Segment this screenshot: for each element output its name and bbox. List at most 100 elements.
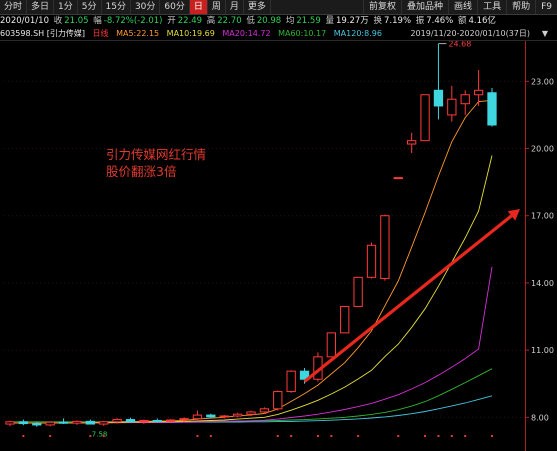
- candle-body: [407, 140, 417, 145]
- kline-chart[interactable]: 8.00 11.00 14.00 17.00 20.00 23.00 24.68 7.58: [0, 41, 557, 451]
- candle-body: [5, 421, 15, 425]
- toolbar-action-5[interactable]: F9: [535, 0, 557, 14]
- annotation-text: 引力传媒网红行情 股价翻涨3倍: [106, 146, 206, 180]
- period-tab-2[interactable]: 1分: [54, 0, 78, 14]
- period-tab-7[interactable]: 日: [189, 0, 208, 14]
- toolbar-action-2[interactable]: 画线: [448, 0, 477, 14]
- period-tab-0[interactable]: 分时: [0, 0, 28, 14]
- high-value: 22.70: [217, 16, 242, 26]
- signal-mark: [209, 435, 212, 437]
- toolbar-action-3[interactable]: 工具: [477, 0, 506, 14]
- ma120-label: MA120:8.96: [333, 29, 382, 38]
- candle-body: [259, 408, 270, 413]
- signal-mark: [450, 435, 453, 437]
- amount-label: 额: [457, 16, 467, 26]
- y-tick-label: 23.00: [531, 77, 554, 86]
- avg-value: 21.59: [296, 16, 321, 26]
- trend-arrow-shaft: [303, 214, 513, 383]
- period-tab-5[interactable]: 30分: [131, 0, 161, 14]
- quote-row: 2020/01/10 收 21.05 幅 -8.72%(-2.01) 开 22.49 …: [0, 15, 557, 27]
- ma10-label: MA10:19.69: [166, 29, 215, 38]
- period-tab-9[interactable]: 月: [226, 0, 244, 14]
- volume-label: 量: [325, 16, 334, 26]
- kline-type[interactable]: 日线: [92, 29, 109, 38]
- annotation-line-1: 引力传媒网红行情: [106, 147, 207, 162]
- candle-body: [58, 421, 69, 424]
- toolbar-action-1[interactable]: 叠加品种: [401, 0, 448, 14]
- low-label: 低: [246, 16, 255, 26]
- candle-body: [433, 89, 444, 107]
- candle-body: [85, 420, 95, 425]
- candle-body: [326, 332, 336, 358]
- toolbar-action-0[interactable]: 前复权: [363, 0, 401, 14]
- signal-mark: [290, 435, 293, 437]
- candle-body: [219, 415, 229, 418]
- candle-body: [273, 391, 283, 410]
- ma5-label: MA5:22.15: [116, 29, 160, 38]
- candle-body: [380, 215, 390, 279]
- signal-mark: [22, 435, 25, 437]
- candle-body: [286, 370, 296, 393]
- low-value: 20.98: [256, 16, 282, 26]
- period-tab-1[interactable]: 多日: [27, 0, 55, 14]
- candle-body: [99, 421, 109, 425]
- y-tick-label: 20.00: [531, 145, 554, 154]
- quote-date: 2020/01/10: [0, 16, 49, 26]
- ma60-label: MA60:10.17: [278, 29, 327, 38]
- signal-mark: [424, 435, 427, 437]
- y-tick-label: 8.00: [531, 413, 549, 422]
- amplitude-value: 7.46%: [426, 16, 454, 26]
- signal-mark: [437, 435, 440, 437]
- candle-body: [206, 414, 216, 418]
- change-label: 幅: [93, 16, 102, 26]
- candle-body: [152, 419, 162, 422]
- candle-body: [487, 92, 497, 126]
- period-tab-8[interactable]: 周: [208, 0, 226, 14]
- candle-body: [473, 89, 484, 96]
- annotation-line-2: 股价翻涨3倍: [106, 164, 177, 179]
- period-tab-10[interactable]: 更多: [244, 0, 271, 14]
- trend-arrow-head: [507, 209, 520, 221]
- candle-body: [18, 421, 29, 425]
- period-tab-4[interactable]: 15分: [102, 0, 131, 14]
- y-tick-label: 11.00: [531, 346, 554, 355]
- candle-body: [45, 421, 55, 426]
- candle-body: [166, 419, 176, 422]
- candle-body: [366, 244, 377, 278]
- candle-body: [393, 177, 403, 180]
- low-price-label: 7.58: [92, 431, 108, 439]
- signal-mark: [397, 435, 400, 437]
- high-label: 高: [206, 16, 216, 26]
- period-tab-6[interactable]: 60分: [160, 0, 190, 14]
- candle-body: [232, 413, 243, 417]
- signal-mark: [357, 435, 360, 437]
- signal-mark: [102, 435, 105, 437]
- period-tab-3[interactable]: 5分: [78, 0, 102, 14]
- signal-mark: [330, 435, 333, 437]
- open-label: 开: [167, 16, 176, 26]
- ma20-label: MA20:14.72: [222, 29, 271, 38]
- candle-body: [112, 419, 122, 423]
- y-tick-label: 17.00: [531, 212, 554, 221]
- candle-body: [139, 419, 149, 423]
- period-toolbar: 分时 多日 1分 5分 15分 30分 60分日周月更多 前复权 叠加品种 画线 工具 帮助 F9: [0, 0, 557, 15]
- signal-mark: [316, 435, 319, 437]
- ma5-line: [9, 99, 493, 424]
- toolbar-action-4[interactable]: 帮助: [506, 0, 535, 14]
- signal-mark: [196, 435, 199, 437]
- chevron-down-icon[interactable]: ▼: [541, 29, 548, 38]
- candle-body: [72, 420, 82, 424]
- turnover-label: 换: [373, 16, 383, 26]
- candle-body: [32, 423, 42, 426]
- date-range[interactable]: 2019/11/20-2020/01/10(37日): [410, 29, 530, 38]
- change-value: -8.72%(-2.01): [103, 16, 163, 26]
- candle-body: [192, 414, 203, 420]
- volume-value: 19.27万: [335, 16, 369, 26]
- candle-body: [340, 305, 350, 334]
- signal-mark: [89, 435, 92, 437]
- ma-legend-row: 603598.SH [引力传媒] 日线 MA5:22.15 MA10:19.69…: [0, 28, 557, 41]
- close-label: 收: [53, 16, 63, 26]
- amount-value: 4.16亿: [468, 16, 496, 26]
- signal-mark: [276, 435, 279, 437]
- signal-mark: [464, 435, 467, 437]
